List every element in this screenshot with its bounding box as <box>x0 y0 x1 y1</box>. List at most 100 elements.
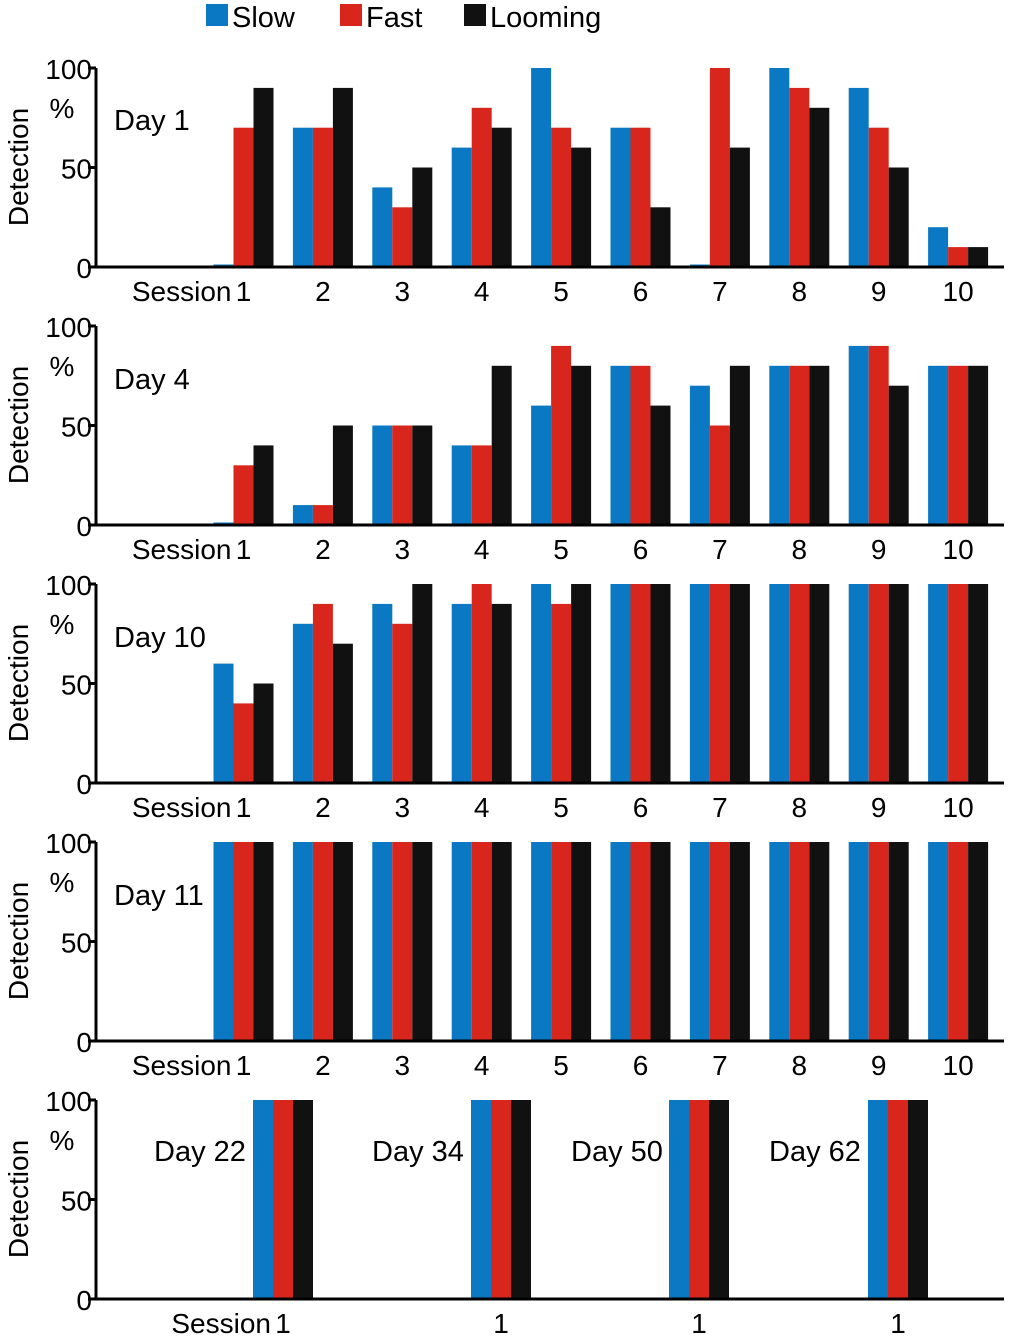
bar-looming <box>888 584 909 783</box>
bar-fast <box>630 584 651 783</box>
bar-slow <box>531 584 552 783</box>
panel-1-y-tick-label: 50 <box>61 412 92 443</box>
panel-4-x-tick-label: 1 <box>691 1308 707 1339</box>
bar-slow <box>689 584 710 783</box>
bar-looming <box>888 385 909 525</box>
bar-looming <box>571 842 592 1041</box>
panel-2-x-tick-label: 10 <box>943 792 974 823</box>
panel-2-x-axis-label: Session <box>132 792 232 823</box>
panel-1-x-tick-label: 9 <box>871 534 887 565</box>
bar-looming <box>729 365 750 525</box>
bar-looming <box>412 167 433 267</box>
bar-slow <box>848 584 869 783</box>
panel-3-y-tick-label: 0 <box>76 1027 92 1058</box>
bar-fast <box>709 68 730 267</box>
bar-fast <box>948 247 969 267</box>
bar-looming <box>729 584 750 783</box>
bar-fast <box>709 584 730 783</box>
panel-4-y-axis-label: Detection <box>3 1140 34 1258</box>
panel-1-x-tick-label: 5 <box>553 534 569 565</box>
panel-4-x-tick-label: 1 <box>493 1308 509 1339</box>
bar-fast <box>392 842 413 1041</box>
panel-4-day-label: Day 22 <box>154 1136 246 1168</box>
bar-slow <box>769 365 790 525</box>
panel-0-x-tick-label: 2 <box>315 276 331 307</box>
bar-looming <box>293 1100 313 1299</box>
panel-3-x-tick-label: 8 <box>792 1050 808 1081</box>
panel-day-10: 0 50 100% Detection 1 2 3 4 5 6 7 8 9 10 Session Day 10 <box>3 570 1004 823</box>
bar-looming <box>412 425 433 525</box>
bar-slow <box>292 127 313 267</box>
bar-looming <box>491 603 512 783</box>
panel-0-x-tick-label: 6 <box>633 276 649 307</box>
bar-fast <box>551 127 572 267</box>
panel-1-x-tick-label: 1 <box>236 534 252 565</box>
bar-fast <box>392 623 413 783</box>
bar-slow <box>531 68 552 267</box>
bar-looming <box>729 147 750 267</box>
panel-2-x-tick-label: 5 <box>553 792 569 823</box>
bar-looming <box>253 842 274 1041</box>
bar-looming <box>709 1100 729 1299</box>
bar-fast <box>233 703 254 783</box>
bar-looming <box>729 842 750 1041</box>
bar-looming <box>650 405 671 525</box>
bar-slow <box>292 623 313 783</box>
bar-fast <box>392 425 413 525</box>
bar-looming <box>968 247 989 267</box>
bar-looming <box>650 207 671 267</box>
bar-fast <box>471 842 492 1041</box>
bar-looming <box>968 584 989 783</box>
bar-looming <box>491 842 512 1041</box>
bar-slow <box>213 842 234 1041</box>
bar-fast <box>868 842 889 1041</box>
panel-1-x-tick-label: 2 <box>315 534 331 565</box>
panel-2-y-tick-label: 50 <box>61 670 92 701</box>
panel-1-y-tick-label: 100 <box>45 312 92 343</box>
panel-day-1: 0 50 100% Detection 1 2 3 4 5 6 7 8 9 10 Session Day 1 <box>3 54 1004 307</box>
panel-2-x-tick-label: 1 <box>236 792 252 823</box>
bar-looming <box>968 365 989 525</box>
panel-2-x-tick-label: 9 <box>871 792 887 823</box>
bar-looming <box>253 87 274 268</box>
panel-0-x-tick-label: 7 <box>712 276 728 307</box>
bar-fast <box>551 345 572 525</box>
bar-fast <box>948 584 969 783</box>
bar-slow <box>769 68 790 267</box>
legend-swatch-looming <box>464 4 486 26</box>
panel-0-x-tick-label: 3 <box>395 276 411 307</box>
bar-slow <box>451 147 472 267</box>
bar-slow <box>928 365 949 525</box>
panel-4-x-tick-label: 1 <box>890 1308 906 1339</box>
bar-fast <box>868 345 889 525</box>
panel-2-x-tick-label: 7 <box>712 792 728 823</box>
panel-3-x-axis-label: Session <box>132 1050 232 1081</box>
bar-slow <box>928 842 949 1041</box>
bar-fast <box>312 505 333 525</box>
bar-fast <box>789 842 810 1041</box>
bar-slow <box>213 663 234 783</box>
bar-looming <box>491 127 512 267</box>
bar-slow <box>610 127 631 267</box>
panel-day-11: 0 50 100% Detection 1 2 3 4 5 6 7 8 9 10 Session Day 11 <box>3 828 1004 1081</box>
bar-looming <box>968 842 989 1041</box>
panel-0-y-unit: % <box>50 93 75 124</box>
bar-slow <box>451 445 472 525</box>
panel-3-day-label: Day 11 <box>114 880 204 912</box>
bar-slow <box>848 87 869 268</box>
panel-0-x-tick-label: 5 <box>553 276 569 307</box>
legend-swatch-fast <box>340 4 362 26</box>
panel-3-x-tick-label: 7 <box>712 1050 728 1081</box>
bar-looming <box>412 842 433 1041</box>
panel-4-y-tick-label: 100 <box>45 1086 92 1117</box>
bar-fast <box>630 127 651 267</box>
bar-fast <box>471 584 492 783</box>
panel-1-x-tick-label: 3 <box>395 534 411 565</box>
bar-fast <box>948 842 969 1041</box>
panel-3-y-tick-label: 50 <box>61 928 92 959</box>
panel-0-y-tick-label: 0 <box>76 253 92 284</box>
bar-looming <box>908 1100 928 1299</box>
bar-fast <box>273 1100 293 1299</box>
panel-3-x-tick-label: 6 <box>633 1050 649 1081</box>
